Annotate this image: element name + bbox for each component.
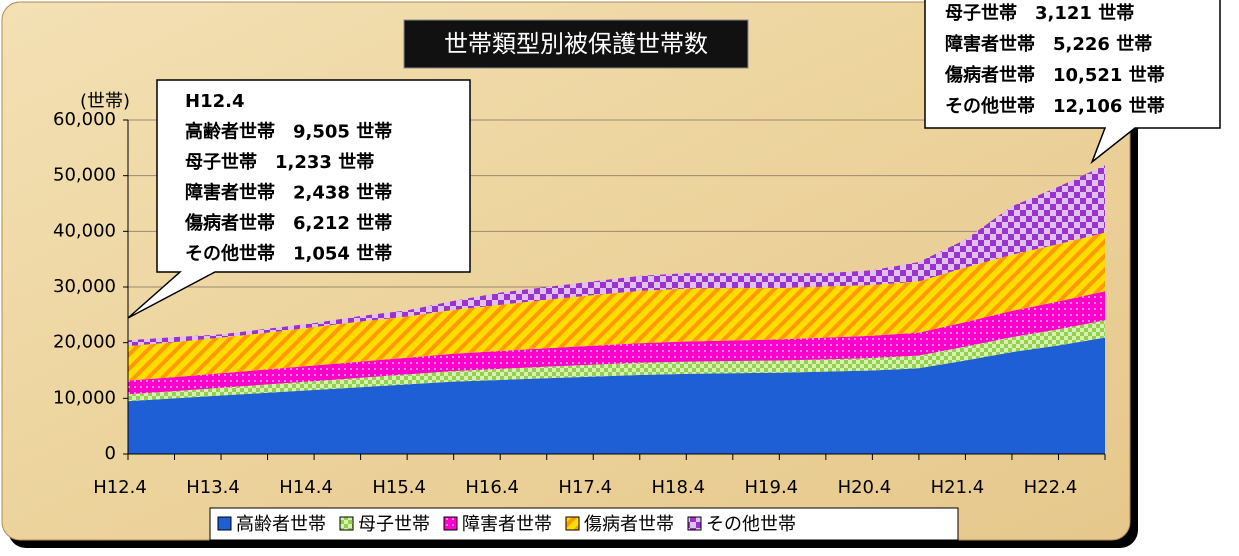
area <box>128 291 1105 395</box>
callout-text: 傷病者世帯 6,212 世帯 <box>184 212 392 234</box>
legend-label: 傷病者世帯 <box>584 514 674 535</box>
title-box <box>403 19 749 69</box>
chart-title: 世帯類型別被保護世帯数 <box>444 30 708 58</box>
callout-text: 障害者世帯 2,438 世帯 <box>185 182 392 204</box>
plot <box>123 119 1106 460</box>
x-tick-label: H17.4 <box>558 477 612 498</box>
callout-text: 母子世帯 1,233 世帯 <box>185 151 374 173</box>
x-tick-label: H18.4 <box>651 477 705 498</box>
x-tick-label: H19.4 <box>745 477 799 498</box>
y-tick-label: 20,000 <box>53 332 116 353</box>
callout-text: その他世帯 12,106 世帯 <box>945 95 1165 117</box>
x-tick-label: H16.4 <box>465 477 519 498</box>
legend-swatch <box>217 516 232 531</box>
callout-text: 障害者世帯 5,226 世帯 <box>945 33 1152 55</box>
x-tick-label: H13.4 <box>186 477 240 498</box>
legend-label: 高齢者世帯 <box>236 514 326 535</box>
area <box>128 232 1105 381</box>
x-tick-label: H14.4 <box>279 477 333 498</box>
area <box>128 337 1105 454</box>
callout-text: 母子世帯 3,121 世帯 <box>945 2 1134 24</box>
y-tick-label: 60,000 <box>53 109 116 130</box>
y-tick-label: 30,000 <box>53 276 116 297</box>
legend-label: 母子世帯 <box>358 514 430 535</box>
legend-swatch <box>687 516 702 531</box>
callout-left <box>127 79 471 319</box>
y-tick-label: 10,000 <box>53 387 116 408</box>
x-tick-label: H20.4 <box>838 477 892 498</box>
legend-label: 障害者世帯 <box>462 514 552 535</box>
y-tick-label: 0 <box>105 443 116 464</box>
x-tick-label: H22.4 <box>1024 477 1078 498</box>
y-tick-label: 40,000 <box>53 220 116 241</box>
area <box>128 320 1105 402</box>
callout-text: 傷病者世帯 10,521 世帯 <box>944 64 1165 86</box>
callout-right <box>924 0 1221 165</box>
x-tick-label: H21.4 <box>931 477 985 498</box>
callout-text: 高齢者世帯 9,505 世帯 <box>185 121 392 143</box>
y-tick-label: 50,000 <box>53 165 116 186</box>
legend <box>209 507 959 541</box>
legend-swatch <box>443 516 458 531</box>
legend-label: その他世帯 <box>706 514 796 535</box>
x-tick-label: H15.4 <box>372 477 426 498</box>
legend-swatch <box>339 516 354 531</box>
x-tick-label: H12.4 <box>93 477 147 498</box>
callout-text: その他世帯 1,054 世帯 <box>185 243 392 265</box>
y-axis-label: (世帯) <box>80 91 130 112</box>
legend-swatch <box>565 516 580 531</box>
callout-text: H12.4 <box>185 91 244 112</box>
